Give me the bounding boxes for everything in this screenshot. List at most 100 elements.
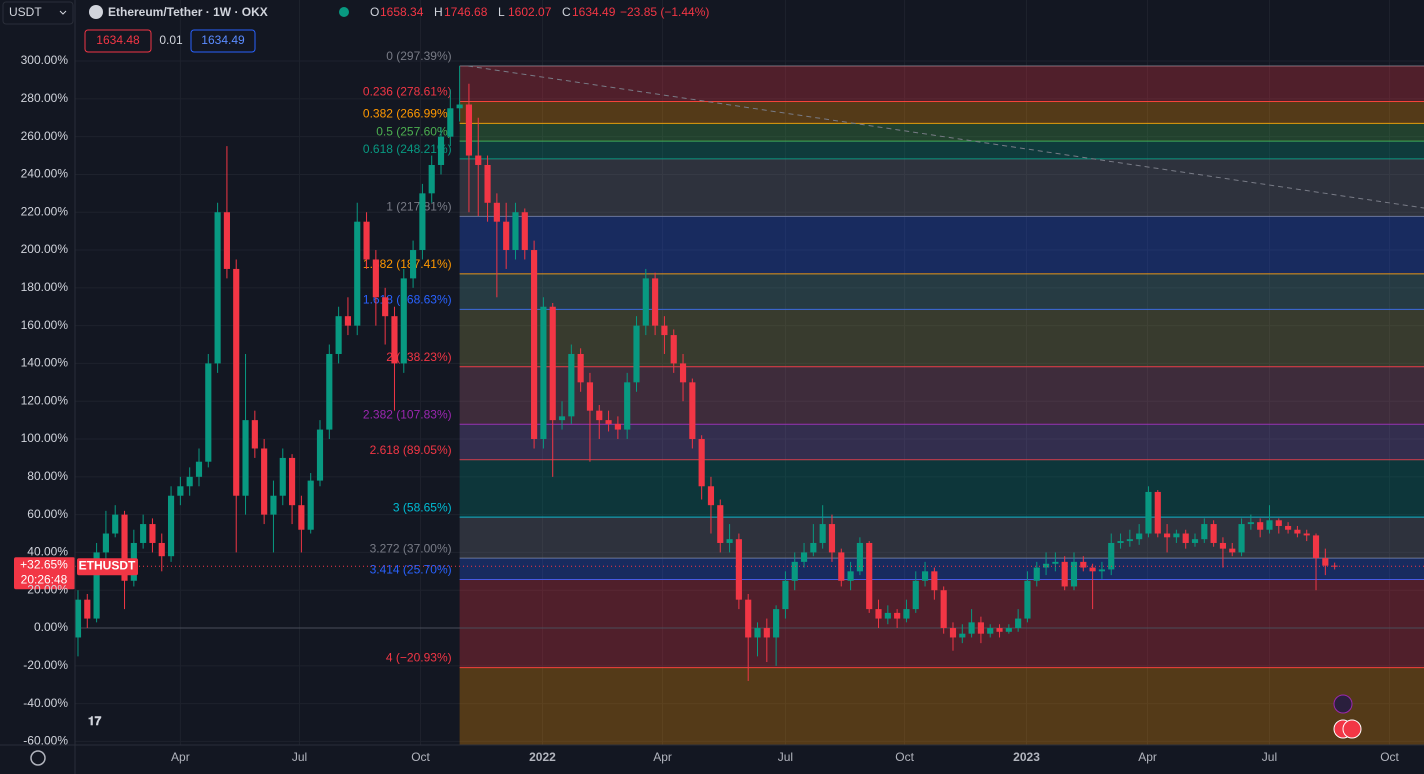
x-tick-label: Oct	[895, 750, 914, 764]
ohlc-key: O	[370, 5, 379, 19]
candle-body	[810, 542, 817, 553]
candle-body	[642, 278, 649, 326]
plot-area: 0 (297.39%) 0.236 (278.61%) 0.382 (266.99%…	[75, 0, 1424, 745]
candle-body	[177, 486, 184, 496]
symbol-logo	[89, 5, 103, 19]
y-tick-label: 240.00%	[21, 167, 69, 181]
y-tick-label: -40.00%	[23, 696, 68, 710]
fib-band	[459, 123, 1424, 142]
candle-body	[996, 628, 1003, 632]
candle-body	[512, 212, 519, 251]
candle-body	[1061, 561, 1068, 587]
candle-body	[382, 297, 389, 317]
candle-body	[773, 609, 780, 638]
fib-label: 4 (−20.93%)	[386, 651, 452, 665]
candle-body	[745, 599, 752, 638]
candle-body	[279, 457, 286, 496]
ohlc-key: C	[562, 5, 571, 19]
candle-body	[586, 382, 594, 411]
candle-body	[754, 628, 761, 638]
candle-body	[959, 633, 966, 638]
last-price-label: +32.65%	[20, 557, 68, 571]
candle-body	[1154, 491, 1161, 534]
candle-body	[1182, 533, 1189, 543]
ohlc-value: 1746.68	[444, 5, 488, 19]
candle-body	[1312, 535, 1320, 559]
candle-body	[1238, 524, 1245, 553]
candle-body	[670, 335, 677, 364]
candle-body	[410, 250, 417, 279]
x-tick-label: Oct	[411, 750, 430, 764]
candle-body	[1070, 561, 1078, 587]
candle-body	[503, 221, 510, 251]
symbol-menu[interactable]	[2, 1, 74, 25]
candle-body	[596, 410, 603, 421]
ohlc-value: 1602.07	[508, 5, 552, 19]
candle-body	[93, 552, 100, 619]
candle-body	[1126, 539, 1133, 542]
candle-body	[912, 580, 919, 610]
x-tick-label: 2022	[529, 750, 556, 764]
x-tick-label: Apr	[171, 750, 190, 764]
symbol-menu-label: USDT	[9, 5, 42, 19]
y-tick-label: 0.00%	[34, 620, 68, 634]
candle-body	[84, 599, 91, 619]
candle-body	[828, 524, 836, 553]
x-tick-label: Apr	[653, 750, 672, 764]
candle-body	[261, 448, 268, 515]
candle-body	[689, 382, 696, 440]
fib-label: 0.5 (257.60%)	[376, 124, 451, 138]
last-price-badge	[14, 557, 75, 590]
events-icon[interactable]	[1342, 719, 1362, 739]
fib-label: 3.414 (25.70%)	[370, 563, 452, 577]
candle-body	[987, 628, 994, 634]
candle-body	[838, 552, 845, 581]
candle-body	[707, 486, 715, 506]
spread: 0.01	[159, 33, 183, 47]
fib-label: 0.236 (278.61%)	[363, 85, 452, 99]
settings-icon[interactable]	[30, 750, 46, 766]
x-tick-label: Jul	[1262, 750, 1277, 764]
fib-band	[459, 273, 1424, 310]
y-tick-label: 100.00%	[21, 431, 69, 445]
y-tick-label: 80.00%	[27, 469, 68, 483]
candle-body	[437, 136, 445, 165]
candle-body	[633, 325, 640, 383]
market-status	[339, 7, 349, 17]
candle-body	[391, 316, 398, 364]
candle-body	[614, 423, 621, 430]
candle-body	[1201, 524, 1208, 540]
buy-button[interactable]	[190, 29, 256, 53]
candle-body	[856, 542, 863, 572]
candle-body	[1229, 548, 1236, 553]
candle-body	[698, 439, 705, 487]
candle-body	[140, 524, 147, 543]
candle-body	[782, 580, 789, 610]
news-icon[interactable]	[1333, 694, 1353, 714]
candle-body	[419, 193, 426, 251]
candle-body	[1285, 525, 1292, 530]
fib-band	[459, 366, 1424, 425]
y-tick-label: 60.00%	[27, 507, 68, 521]
ohlc-key: L	[498, 5, 505, 19]
candle-body	[558, 416, 566, 421]
candle-body	[1219, 542, 1227, 549]
candle-body	[167, 495, 175, 557]
ask-price: 1634.49	[201, 33, 245, 47]
candle-body	[549, 306, 556, 421]
fib-band	[459, 517, 1424, 559]
y-tick-label: 140.00%	[21, 356, 69, 370]
x-tick-label: Oct	[1380, 750, 1399, 764]
sell-button[interactable]	[84, 29, 152, 53]
candle-body	[679, 363, 687, 383]
y-tick-label: 120.00%	[21, 393, 69, 407]
candle-body	[475, 155, 482, 165]
candle-body	[661, 325, 668, 336]
candle-body	[242, 420, 249, 496]
candle-body	[335, 316, 342, 354]
candle-body	[605, 420, 612, 424]
candle-body	[1294, 529, 1301, 534]
fib-band	[459, 424, 1424, 460]
fib-band	[459, 216, 1424, 274]
fib-band	[459, 558, 1424, 580]
